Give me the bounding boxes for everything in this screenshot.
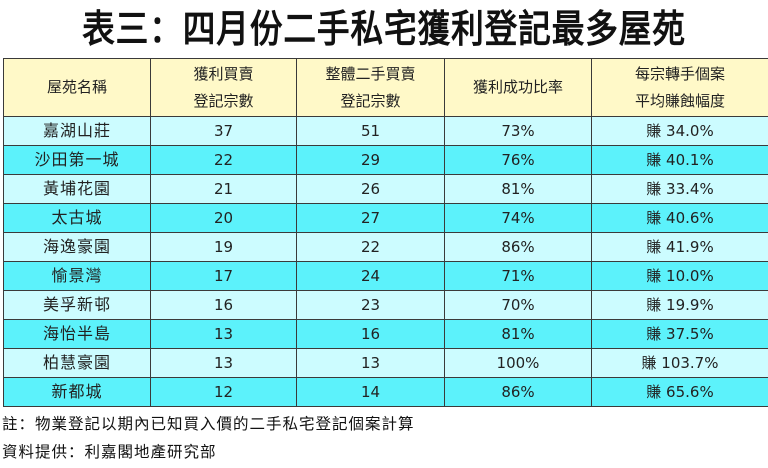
- cell-success-rate: 74%: [444, 203, 592, 233]
- cell-estate: 柏慧豪園: [3, 348, 151, 378]
- cell-total-count: 22: [296, 232, 445, 262]
- table-row: 柏慧豪園 13 13 100% 賺 103.7%: [3, 348, 768, 378]
- table-row: 嘉湖山莊 37 51 73% 賺 34.0%: [3, 116, 768, 146]
- cell-profit-count: 12: [150, 377, 297, 407]
- cell-success-rate: 81%: [444, 174, 592, 204]
- cell-estate: 新都城: [3, 377, 151, 407]
- cell-success-rate: 76%: [444, 145, 592, 175]
- cell-estate: 黃埔花園: [3, 174, 151, 204]
- cell-avg-change: 賺 10.0%: [591, 261, 768, 291]
- table-row: 新都城 12 14 86% 賺 65.6%: [3, 377, 768, 407]
- cell-avg-change: 賺 40.1%: [591, 145, 768, 175]
- cell-total-count: 29: [296, 145, 445, 175]
- table-row: 海逸豪園 19 22 86% 賺 41.9%: [3, 232, 768, 262]
- cell-success-rate: 100%: [444, 348, 592, 378]
- table-row: 美孚新邨 16 23 70% 賺 19.9%: [3, 290, 768, 320]
- header-profit-count: 獲利買賣 登記宗數: [150, 58, 297, 117]
- cell-estate: 太古城: [3, 203, 151, 233]
- cell-success-rate: 86%: [444, 232, 592, 262]
- cell-estate: 嘉湖山莊: [3, 116, 151, 146]
- cell-avg-change: 賺 65.6%: [591, 377, 768, 407]
- cell-profit-count: 13: [150, 348, 297, 378]
- table-row: 海怡半島 13 16 81% 賺 37.5%: [3, 319, 768, 349]
- cell-estate: 愉景灣: [3, 261, 151, 291]
- page-title: 表三：四月份二手私宅獲利登記最多屋苑: [82, 7, 686, 51]
- estate-profit-table: 屋苑名稱 獲利買賣 登記宗數 整體二手買賣 登記宗數 獲利成功比率 每宗轉手個案…: [3, 58, 768, 407]
- cell-success-rate: 71%: [444, 261, 592, 291]
- cell-total-count: 26: [296, 174, 445, 204]
- table-row: 黃埔花園 21 26 81% 賺 33.4%: [3, 174, 768, 204]
- cell-profit-count: 21: [150, 174, 297, 204]
- cell-avg-change: 賺 33.4%: [591, 174, 768, 204]
- cell-success-rate: 81%: [444, 319, 592, 349]
- cell-success-rate: 70%: [444, 290, 592, 320]
- cell-estate: 海怡半島: [3, 319, 151, 349]
- cell-total-count: 16: [296, 319, 445, 349]
- cell-profit-count: 16: [150, 290, 297, 320]
- header-success-rate: 獲利成功比率: [444, 58, 592, 117]
- header-estate-name: 屋苑名稱: [3, 58, 151, 117]
- cell-profit-count: 20: [150, 203, 297, 233]
- cell-avg-change: 賺 34.0%: [591, 116, 768, 146]
- cell-avg-change: 賺 103.7%: [591, 348, 768, 378]
- cell-success-rate: 86%: [444, 377, 592, 407]
- cell-total-count: 14: [296, 377, 445, 407]
- table-header-row: 屋苑名稱 獲利買賣 登記宗數 整體二手買賣 登記宗數 獲利成功比率 每宗轉手個案…: [3, 58, 768, 117]
- cell-avg-change: 賺 40.6%: [591, 203, 768, 233]
- cell-avg-change: 賺 41.9%: [591, 232, 768, 262]
- cell-avg-change: 賺 19.9%: [591, 290, 768, 320]
- cell-avg-change: 賺 37.5%: [591, 319, 768, 349]
- cell-total-count: 24: [296, 261, 445, 291]
- cell-success-rate: 73%: [444, 116, 592, 146]
- cell-total-count: 51: [296, 116, 445, 146]
- cell-estate: 沙田第一城: [3, 145, 151, 175]
- header-total-count: 整體二手買賣 登記宗數: [296, 58, 445, 117]
- header-avg-change: 每宗轉手個案 平均賺蝕幅度: [591, 58, 768, 117]
- source-note: 資料提供：利嘉閣地產研究部: [2, 443, 217, 461]
- cell-profit-count: 13: [150, 319, 297, 349]
- cell-profit-count: 22: [150, 145, 297, 175]
- cell-estate: 美孚新邨: [3, 290, 151, 320]
- table-row: 太古城 20 27 74% 賺 40.6%: [3, 203, 768, 233]
- cell-profit-count: 19: [150, 232, 297, 262]
- table-row: 愉景灣 17 24 71% 賺 10.0%: [3, 261, 768, 291]
- footnote: 註：物業登記以期內已知買入價的二手私宅登記個案計算: [2, 415, 415, 433]
- cell-estate: 海逸豪園: [3, 232, 151, 262]
- cell-total-count: 27: [296, 203, 445, 233]
- cell-profit-count: 37: [150, 116, 297, 146]
- table-row: 沙田第一城 22 29 76% 賺 40.1%: [3, 145, 768, 175]
- cell-total-count: 23: [296, 290, 445, 320]
- cell-total-count: 13: [296, 348, 445, 378]
- cell-profit-count: 17: [150, 261, 297, 291]
